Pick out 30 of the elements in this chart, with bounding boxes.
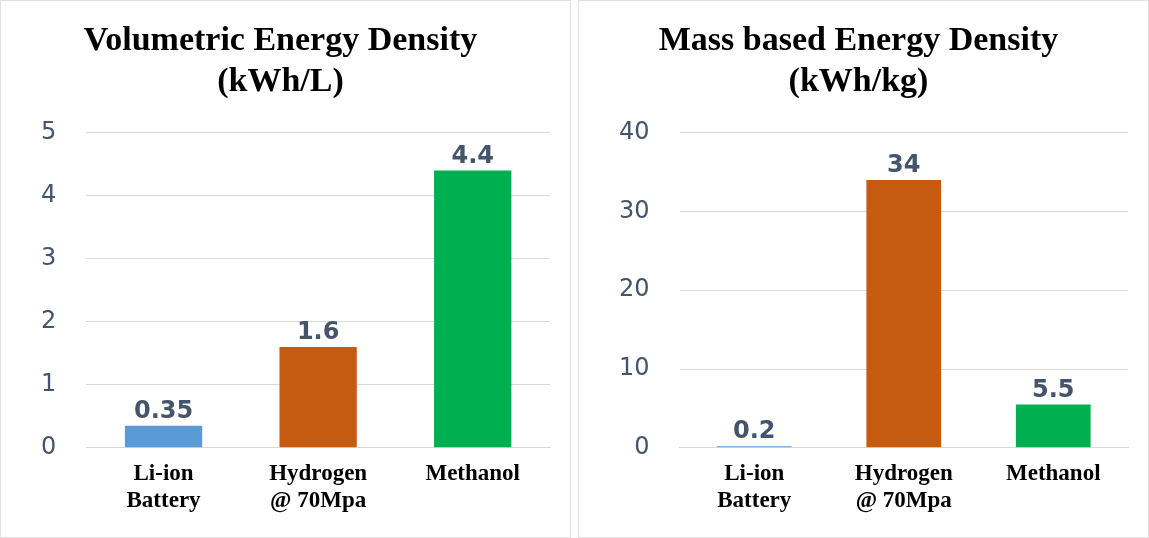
x-tick-label: Li-ion Battery [126,459,202,513]
data-label: 0.2 [733,416,776,445]
x-tick-label: Li-ion Battery [717,459,792,513]
data-label: 34 [887,150,921,179]
bar [434,170,512,448]
y-tick-label: 20 [618,274,650,303]
data-label: 5.5 [1032,374,1075,403]
y-tick-label: 10 [618,353,650,382]
y-tick-label: 2 [40,305,57,334]
chart-title: Mass based Energy Density (kWh/kg) [658,20,1059,99]
y-tick-label: 0 [40,432,57,461]
y-tick-label: 40 [618,116,650,145]
x-tick-label: Methanol [1005,459,1101,485]
data-label: 0.35 [133,395,194,424]
y-tick-label: 30 [618,195,650,224]
x-tick-label: Hydrogen @ 70Mpa [269,459,368,514]
y-tick-label: 3 [40,242,57,271]
bar [279,346,357,448]
bar [124,425,203,448]
chart-title: Volumetric Energy Density (kWh/L) [83,20,478,99]
bar [866,179,942,448]
bar [1015,404,1091,448]
data-label: 1.6 [296,317,340,346]
y-tick-label: 1 [40,368,57,397]
y-tick-label: 0 [634,432,650,461]
x-tick-label: Hydrogen @ 70Mpa [854,459,953,514]
y-tick-label: 5 [40,116,57,145]
y-tick-label: 4 [40,179,57,208]
x-tick-label: Methanol [425,459,520,485]
data-label: 4.4 [451,140,494,169]
